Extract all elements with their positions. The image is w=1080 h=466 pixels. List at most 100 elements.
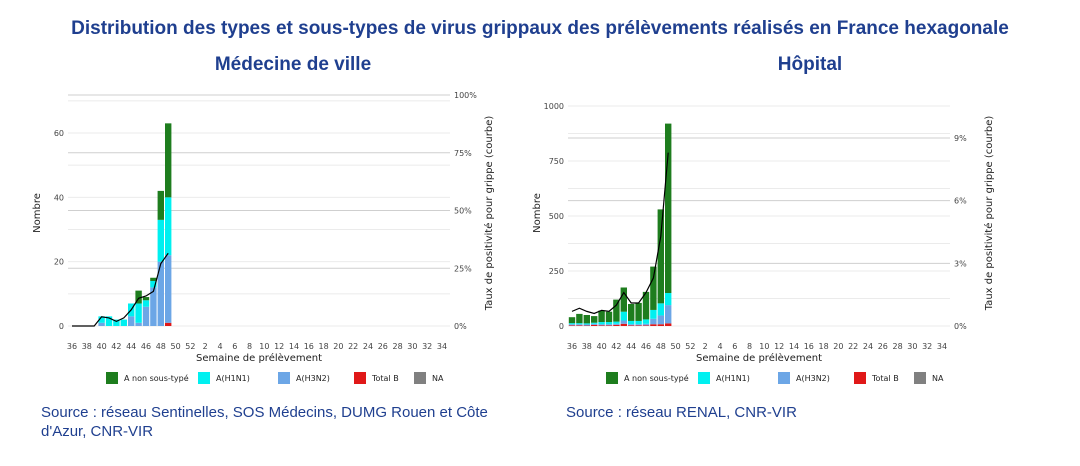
- x-tick-label: 14: [289, 342, 299, 351]
- bar-a-h3n2-: [635, 324, 642, 326]
- bar-total-b: [591, 324, 598, 326]
- legend-label: A(H1N1): [216, 374, 250, 383]
- legend-swatch: [106, 372, 118, 384]
- bar-a-non-sous-typ-: [605, 311, 613, 323]
- bar-a-h3n2-: [135, 322, 142, 326]
- bar-a-h1n1-: [150, 280, 157, 288]
- legend-swatch: [698, 372, 710, 384]
- bar-a-non-sous-typ-: [165, 123, 172, 198]
- bar-a-h3n2-: [628, 324, 635, 326]
- y2-tick-label: 25%: [454, 264, 472, 273]
- legend-swatch: [278, 372, 290, 384]
- y-tick-label: 0: [59, 322, 64, 331]
- x-tick-label: 18: [319, 342, 329, 351]
- bar-a-h1n1-: [157, 219, 164, 262]
- y-tick-label: 500: [549, 212, 564, 221]
- x-tick-label: 50: [671, 342, 681, 351]
- bar-a-h3n2-: [642, 323, 650, 326]
- x-tick-label: 8: [747, 342, 752, 351]
- legend-label: A non sous-typé: [624, 373, 689, 383]
- x-tick-label: 34: [437, 342, 447, 351]
- source-hopital: Source : réseau RENAL, CNR-VIR: [566, 404, 797, 421]
- y2-tick-label: 0%: [954, 322, 967, 331]
- y2-tick-label: 0%: [454, 322, 467, 331]
- x-tick-label: 6: [232, 342, 237, 351]
- bar-a-h3n2-: [576, 324, 583, 326]
- x-tick-label: 12: [774, 342, 784, 351]
- x-tick-label: 42: [611, 342, 621, 351]
- x-tick-label: 40: [97, 342, 107, 351]
- x-tick-label: 14: [789, 342, 799, 351]
- bar-a-h1n1-: [113, 319, 120, 326]
- x-tick-label: 16: [804, 342, 814, 351]
- positivity-line: [571, 152, 669, 315]
- y-tick-label: 0: [559, 322, 564, 331]
- legend-swatch: [854, 372, 866, 384]
- x-tick-label: 20: [333, 342, 343, 351]
- y-axis-label: Nombre: [532, 193, 543, 233]
- bar-total-b: [605, 325, 613, 326]
- bar-total-b: [657, 324, 664, 326]
- bar-a-h1n1-: [665, 293, 672, 306]
- bar-total-b: [620, 323, 627, 326]
- x-tick-label: 18: [819, 342, 829, 351]
- x-tick-label: 38: [582, 342, 592, 351]
- main-title: Distribution des types et sous-types de …: [71, 18, 1009, 39]
- bar-a-h1n1-: [98, 316, 105, 323]
- bar-a-non-sous-typ-: [642, 291, 650, 320]
- x-tick-label: 8: [247, 342, 252, 351]
- y2-tick-label: 50%: [454, 207, 472, 216]
- x-tick-label: 46: [141, 342, 151, 351]
- bar-a-h1n1-: [650, 309, 657, 319]
- bar-a-h1n1-: [642, 319, 650, 324]
- bar-a-h3n2-: [650, 318, 657, 325]
- bar-a-h1n1-: [135, 303, 142, 323]
- bar-a-h3n2-: [657, 315, 664, 325]
- bar-a-h3n2-: [165, 255, 172, 323]
- bar-a-h1n1-: [657, 303, 664, 316]
- x-tick-label: 20: [833, 342, 843, 351]
- bar-a-h1n1-: [568, 323, 576, 325]
- legend-label: A non sous-typé: [124, 373, 189, 383]
- bar-a-h3n2-: [591, 323, 598, 325]
- x-tick-label: 26: [878, 342, 888, 351]
- bar-a-h3n2-: [568, 324, 576, 326]
- y2-tick-label: 9%: [954, 134, 967, 143]
- y-tick-label: 40: [54, 193, 64, 202]
- x-tick-label: 42: [111, 342, 121, 351]
- bar-a-h1n1-: [628, 320, 635, 325]
- bar-total-b: [642, 325, 650, 326]
- bar-a-h1n1-: [105, 316, 113, 326]
- x-tick-label: 44: [126, 342, 136, 351]
- y2-tick-label: 75%: [454, 149, 472, 158]
- bar-a-h3n2-: [128, 316, 135, 326]
- bar-a-non-sous-typ-: [620, 287, 627, 312]
- x-tick-label: 2: [203, 342, 208, 351]
- x-tick-label: 40: [597, 342, 607, 351]
- x-tick-label: 34: [937, 342, 947, 351]
- x-tick-label: 50: [171, 342, 181, 351]
- bar-a-h1n1-: [605, 322, 613, 325]
- x-tick-label: 46: [641, 342, 651, 351]
- bar-a-non-sous-typ-: [635, 302, 642, 321]
- bar-a-h3n2-: [605, 324, 613, 326]
- bar-total-b: [598, 325, 605, 326]
- bar-a-h3n2-: [157, 261, 164, 326]
- x-tick-label: 24: [863, 342, 873, 351]
- legend-label: NA: [932, 374, 944, 383]
- bar-a-non-sous-typ-: [568, 317, 576, 324]
- x-tick-label: 4: [717, 342, 722, 351]
- legend-label: A(H1N1): [716, 374, 750, 383]
- bar-total-b: [165, 322, 172, 326]
- source-ville: Source : réseau Sentinelles, SOS Médecin…: [41, 404, 488, 440]
- bar-total-b: [613, 324, 620, 326]
- x-tick-label: 44: [626, 342, 636, 351]
- x-tick-label: 36: [67, 342, 77, 351]
- y2-axis-label: Taux de positivité pour grippe (courbe): [983, 116, 995, 312]
- bar-a-h1n1-: [598, 322, 605, 325]
- legend-label: NA: [432, 374, 444, 383]
- bar-a-h1n1-: [142, 300, 150, 307]
- bar-a-h1n1-: [165, 197, 172, 256]
- x-tick-label: 30: [407, 342, 417, 351]
